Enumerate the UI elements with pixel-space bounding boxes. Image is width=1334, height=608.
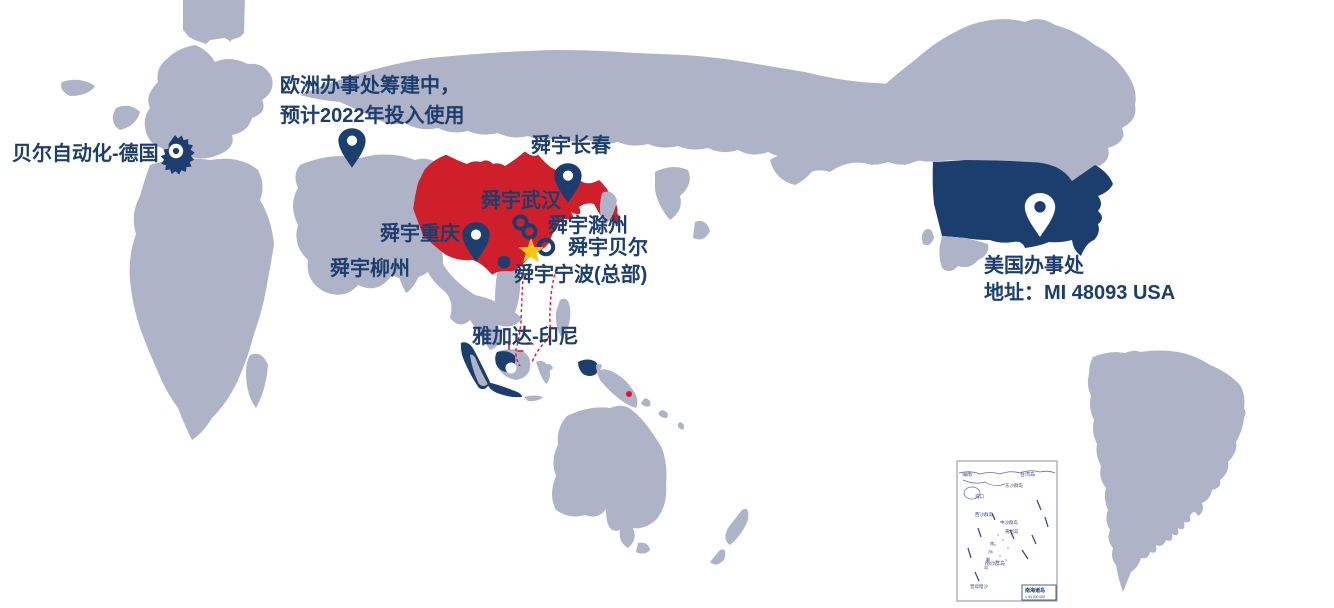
svg-text:西沙群岛: 西沙群岛 [975, 511, 993, 518]
svg-text:舜宇滁州: 舜宇滁州 [548, 213, 628, 237]
svg-text:东沙群岛: 东沙群岛 [1005, 482, 1023, 489]
svg-text:贝尔自动化-德国: 贝尔自动化-德国 [12, 141, 159, 165]
svg-text:雅加达-印尼: 雅加达-印尼 [472, 325, 579, 348]
svg-text:美国办事处: 美国办事处 [984, 253, 1085, 277]
svg-text:舜宇长春: 舜宇长春 [531, 133, 612, 157]
svg-text:地址：MI 48093 USA: 地址：MI 48093 USA [984, 281, 1175, 304]
svg-text:海南: 海南 [962, 471, 972, 478]
svg-text:中沙群岛: 中沙群岛 [1000, 519, 1018, 526]
svg-text:海口: 海口 [975, 493, 984, 500]
svg-text:舜宇柳州: 舜宇柳州 [330, 256, 410, 280]
svg-text:舜宇宁波(总部): 舜宇宁波(总部) [514, 262, 647, 286]
svg-text:舜宇重庆: 舜宇重庆 [380, 221, 460, 245]
svg-text:曾母暗沙: 曾母暗沙 [970, 583, 988, 590]
svg-text:舜宇贝尔: 舜宇贝尔 [568, 235, 648, 259]
svg-text:台湾岛: 台湾岛 [1020, 471, 1035, 478]
svg-text:南: 南 [990, 540, 994, 546]
svg-text:1: 64 000 000: 1: 64 000 000 [1025, 595, 1045, 599]
svg-text:舜宇武汉: 舜宇武汉 [481, 188, 562, 212]
svg-text:欧洲办事处筹建中，: 欧洲办事处筹建中， [280, 73, 460, 97]
svg-text:预计2022年投入使用: 预计2022年投入使用 [280, 103, 465, 127]
svg-text:南海诸岛: 南海诸岛 [1025, 587, 1045, 594]
svg-text:岛: 岛 [984, 564, 988, 571]
